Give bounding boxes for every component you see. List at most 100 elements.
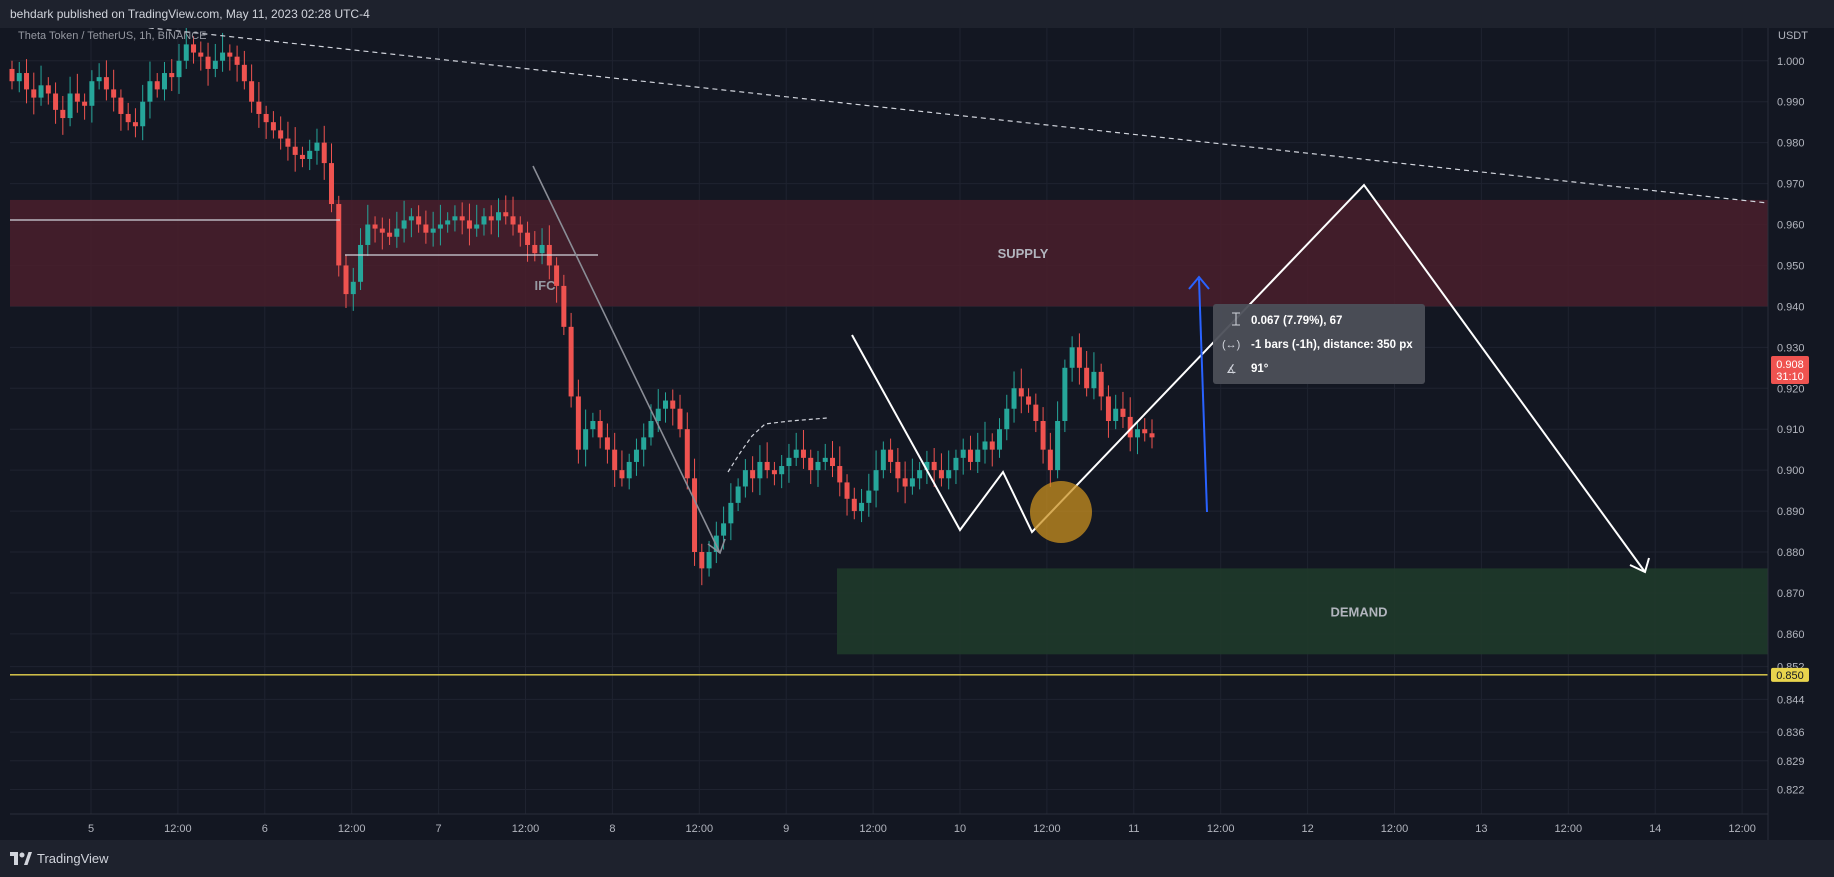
candle-body — [227, 52, 233, 57]
candle-body — [554, 265, 560, 286]
candle-body — [1069, 347, 1075, 368]
candle-body — [648, 421, 654, 438]
candle-body — [1084, 367, 1090, 389]
time-tick-label: 5 — [88, 823, 94, 835]
candle-body — [880, 449, 886, 471]
time-tick-label: 12:00 — [164, 823, 192, 835]
candle-body — [249, 81, 255, 102]
demand-label: DEMAND — [1330, 604, 1387, 619]
candle-body — [169, 73, 175, 78]
time-tick-label: 12:00 — [686, 823, 714, 835]
price-tick-label: 0.822 — [1777, 784, 1805, 796]
candle-body — [132, 122, 138, 127]
candle-body — [699, 552, 705, 569]
candle-body — [278, 130, 284, 139]
dashed-curve — [727, 417, 828, 473]
candle-body — [343, 265, 349, 295]
measure-arrow — [1198, 278, 1208, 513]
candle-body — [1105, 396, 1111, 421]
measure-price-text: 0.067 (7.79%), 67 — [1251, 315, 1342, 327]
candle-body — [633, 449, 639, 462]
candle-body — [938, 470, 944, 479]
projection-arrow-head — [1629, 557, 1650, 574]
candle-body — [299, 154, 305, 159]
candle-body — [1134, 429, 1140, 438]
candle-body — [721, 523, 727, 536]
footer-bar: TradingView — [0, 840, 1834, 877]
demand-zone — [837, 568, 1768, 655]
candle-body — [387, 232, 393, 237]
candle-body — [328, 163, 334, 205]
candle-body — [270, 122, 276, 131]
price-tick-label: 0.930 — [1777, 342, 1805, 354]
candle-body — [604, 437, 610, 450]
price-tick-label: 0.829 — [1777, 756, 1805, 768]
candle-body — [365, 224, 371, 245]
candle-body — [1127, 416, 1133, 438]
candle-body — [53, 93, 59, 110]
candle-body — [379, 228, 385, 233]
candle-body — [292, 146, 298, 155]
candle-body — [684, 429, 690, 479]
candle-body — [103, 77, 109, 90]
price-tick-label: 0.940 — [1777, 301, 1805, 313]
candle-body — [488, 216, 494, 221]
candle-body — [641, 437, 647, 450]
angle-icon: ∡ — [1226, 362, 1237, 376]
candle-body — [902, 478, 908, 487]
candle-body — [452, 216, 458, 221]
candle-body — [401, 220, 407, 229]
price-tick-label: 0.844 — [1777, 694, 1805, 706]
price-chart[interactable]: SUPPLY DEMAND IFC — [0, 21, 1834, 840]
candle-body — [909, 478, 915, 487]
chart-grid — [10, 28, 1768, 814]
candle-body — [997, 429, 1003, 450]
price-tick-label: 0.920 — [1777, 383, 1805, 395]
price-tick-label: 0.870 — [1777, 588, 1805, 600]
candle-body — [241, 64, 247, 82]
measure-tooltip: 0.067 (7.79%), 67 (↔) -1 bars (-1h), dis… — [1213, 304, 1425, 384]
candle-body — [1062, 367, 1068, 421]
candle-body — [416, 216, 422, 225]
candle-body — [822, 457, 828, 462]
time-tick-label: 12:00 — [1033, 823, 1061, 835]
candle-body — [24, 73, 30, 90]
candle-body — [1040, 421, 1046, 450]
time-tick-label: 12 — [1301, 823, 1313, 835]
candle-body — [982, 441, 988, 450]
price-tick-label: 0.860 — [1777, 629, 1805, 641]
candle-body — [466, 220, 472, 229]
symbol-title: Theta Token / TetherUS, 1h, BINANCE — [18, 30, 207, 42]
time-tick-label: 8 — [609, 823, 615, 835]
candle-body — [1033, 404, 1039, 421]
candle-body — [118, 97, 124, 114]
target-price: 0.850 — [1776, 670, 1804, 682]
candle-body — [198, 52, 204, 57]
chart-area[interactable]: SUPPLY DEMAND IFC — [0, 21, 1834, 840]
candle-body — [764, 461, 770, 471]
candle-body — [256, 101, 262, 114]
supply-label: SUPPLY — [998, 246, 1049, 261]
candle-body — [946, 470, 952, 479]
tradingview-logo[interactable]: TradingView — [10, 851, 109, 866]
candle-body — [481, 216, 487, 225]
candle-body — [503, 212, 509, 217]
candle-body — [147, 81, 153, 102]
candle-body — [474, 224, 480, 229]
publish-header: behdark published on TradingView.com, Ma… — [0, 0, 1834, 28]
price-tick-label: 0.890 — [1777, 506, 1805, 518]
time-axis-ticks: 5 12:00 6 12:00 7 12:00 8 12:00 9 12:00 10 12:00 11 1… — [88, 823, 1756, 835]
candle-body — [525, 232, 531, 245]
publish-line: behdark published on TradingView.com, Ma… — [10, 7, 370, 21]
candle-body — [975, 449, 981, 462]
candle-body — [96, 77, 102, 82]
ifc-arrow-line — [532, 165, 721, 554]
candle-body — [793, 449, 799, 458]
reaction-highlight — [1030, 481, 1092, 543]
time-tick-label: 12:00 — [1728, 823, 1756, 835]
price-tick-label: 0.950 — [1777, 260, 1805, 272]
time-tick-label: 12:00 — [1207, 823, 1235, 835]
candle-body — [321, 142, 327, 164]
candle-body — [757, 461, 763, 479]
candle-body — [895, 461, 901, 479]
